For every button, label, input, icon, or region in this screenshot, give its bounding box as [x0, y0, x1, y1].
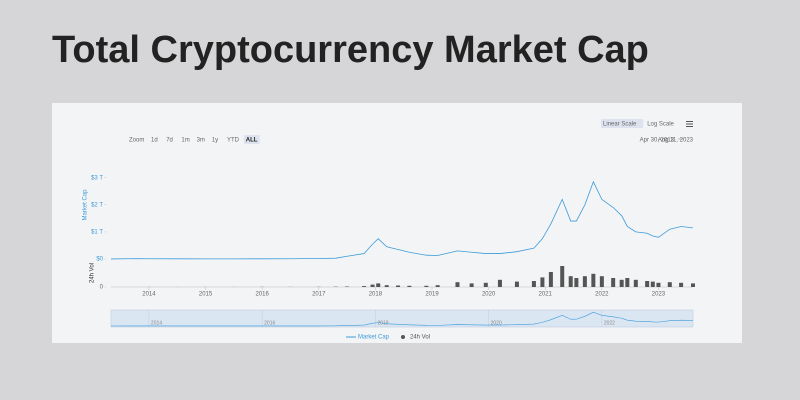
market-cap-line	[110, 180, 694, 260]
volume-bar	[625, 278, 630, 287]
volume-bar	[514, 281, 519, 287]
y-tick-label: $0	[96, 257, 103, 263]
navigator-tick-label: 2014	[151, 320, 162, 326]
zoom-button-label[interactable]: 1y	[212, 138, 218, 144]
scale-button-label[interactable]: Log Scale	[647, 122, 674, 128]
volume-bar	[645, 281, 650, 287]
zoom-button-label[interactable]: 1d	[151, 138, 158, 144]
volume-bar	[396, 285, 401, 287]
volume-bar	[384, 285, 389, 287]
volume-bar	[691, 283, 695, 287]
chart-panel	[52, 103, 742, 343]
volume-bar	[667, 282, 672, 287]
zoom-button-label[interactable]: 7d	[166, 138, 173, 144]
y-tick-label: $1 T	[91, 229, 103, 235]
volume-bar	[435, 285, 440, 287]
volume-bar	[633, 279, 638, 287]
scale-button[interactable]	[601, 119, 644, 128]
zoom-label: Zoom	[129, 138, 144, 144]
zoom-button-label[interactable]: YTD	[227, 138, 240, 144]
volume-bar	[560, 266, 565, 287]
x-tick-label: 2017	[312, 292, 326, 298]
volume-bar	[650, 281, 655, 287]
x-tick-label: 2015	[199, 292, 213, 298]
volume-bar	[370, 284, 375, 287]
volume-bar	[455, 282, 460, 287]
x-tick-label: 2023	[652, 292, 666, 298]
x-tick-label: 2022	[595, 292, 609, 298]
menu-icon[interactable]	[686, 121, 693, 127]
page-title: Total Cryptocurrency Market Cap	[52, 29, 649, 71]
x-tick-label: 2018	[369, 292, 383, 298]
range-end[interactable]: Aug 11, 2023	[658, 138, 694, 144]
legend-label[interactable]: 24h Vol	[410, 335, 430, 341]
y-axis-label: Market Cap	[83, 189, 89, 221]
x-tick-label: 2021	[539, 292, 553, 298]
volume-bar	[531, 281, 536, 287]
volume-bar	[599, 276, 604, 287]
volume-bar	[656, 282, 661, 287]
volume-bar	[679, 282, 684, 287]
x-tick-label: 2014	[142, 292, 156, 298]
volume-bar	[568, 276, 573, 287]
volume-bar	[582, 276, 587, 287]
volume-bar	[591, 273, 596, 287]
zoom-button-label[interactable]: 3m	[197, 138, 205, 144]
volume-bar	[548, 272, 553, 287]
volume-bar	[483, 282, 488, 287]
volume-bar	[497, 279, 502, 287]
y-tick-label: $3 T	[91, 175, 103, 181]
navigator-line	[110, 311, 694, 327]
y2-axis-label: 24h Vol	[90, 263, 96, 283]
volume-bar	[619, 279, 624, 287]
volume-bar	[407, 285, 412, 287]
zoom-button-label[interactable]: 1m	[181, 138, 189, 144]
legend-marker[interactable]	[401, 335, 405, 339]
zoom-button-label[interactable]: ALL	[246, 138, 258, 144]
volume-bar	[424, 285, 429, 287]
legend-label[interactable]: Market Cap	[358, 335, 390, 341]
navigator-tick-label: 2016	[264, 320, 275, 326]
range-start[interactable]: Apr 30, 2013	[640, 138, 675, 144]
navigator-tick-label: 2022	[604, 320, 615, 326]
scale-button-label[interactable]: Linear Scale	[603, 122, 637, 128]
volume-bar	[540, 277, 545, 287]
y2-tick-label: 0	[100, 285, 104, 291]
volume-bar	[469, 283, 474, 287]
navigator	[110, 309, 694, 328]
x-tick-label: 2020	[482, 292, 496, 298]
x-tick-label: 2016	[255, 292, 269, 298]
y-tick-label: $2 T	[91, 202, 103, 208]
navigator-tick-label: 2020	[491, 320, 502, 326]
zoom-button[interactable]	[243, 135, 260, 144]
volume-bar	[376, 283, 381, 287]
x-tick-label: 2019	[425, 292, 439, 298]
volume-bar	[362, 286, 367, 287]
volume-bar	[574, 278, 579, 287]
volume-bar	[611, 278, 616, 287]
